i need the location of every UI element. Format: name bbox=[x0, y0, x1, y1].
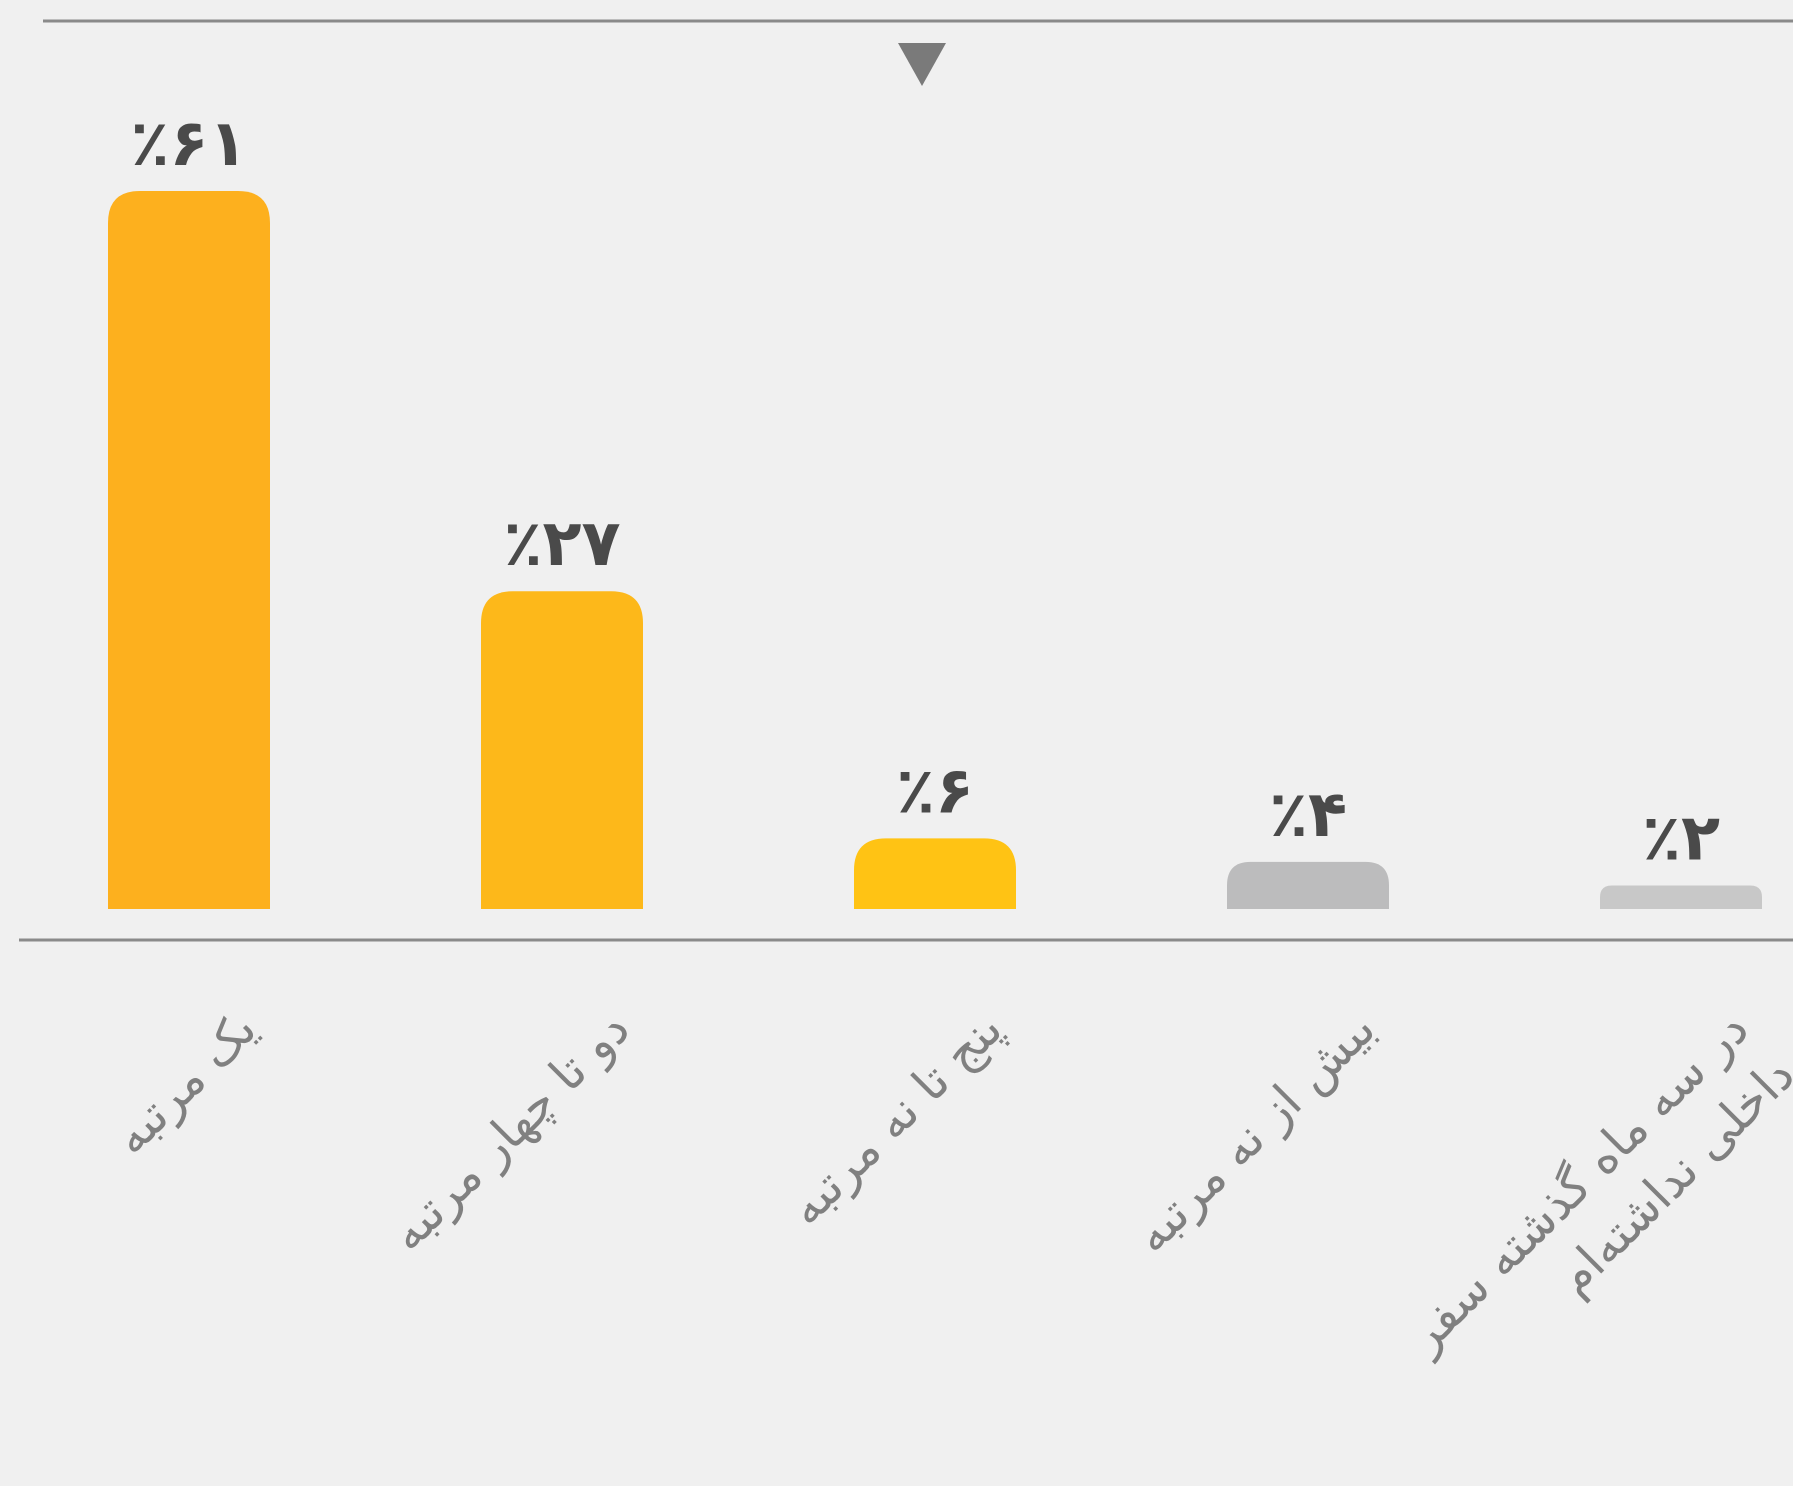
value-label: ٪۶ bbox=[896, 754, 974, 828]
page: ٪۶۱٪۲۷٪۶٪۴٪۲ (() => { const data = JSON.… bbox=[19, 19, 1793, 1364]
bar bbox=[108, 191, 270, 909]
value-label: ٪۴ bbox=[1269, 778, 1347, 852]
dropdown-marker[interactable] bbox=[898, 43, 946, 86]
value-label: ٪۶۱ bbox=[130, 107, 247, 181]
value-label: ٪۲۷ bbox=[503, 507, 620, 581]
bar bbox=[1600, 885, 1762, 909]
bar bbox=[854, 838, 1016, 909]
bar bbox=[481, 591, 643, 909]
value-label: ٪۲ bbox=[1642, 801, 1720, 875]
chart: ٪۶۱ ٪۲۷ ٪۶ ٪۴ ٪۲ bbox=[19, 19, 1793, 942]
bar bbox=[1227, 861, 1389, 909]
